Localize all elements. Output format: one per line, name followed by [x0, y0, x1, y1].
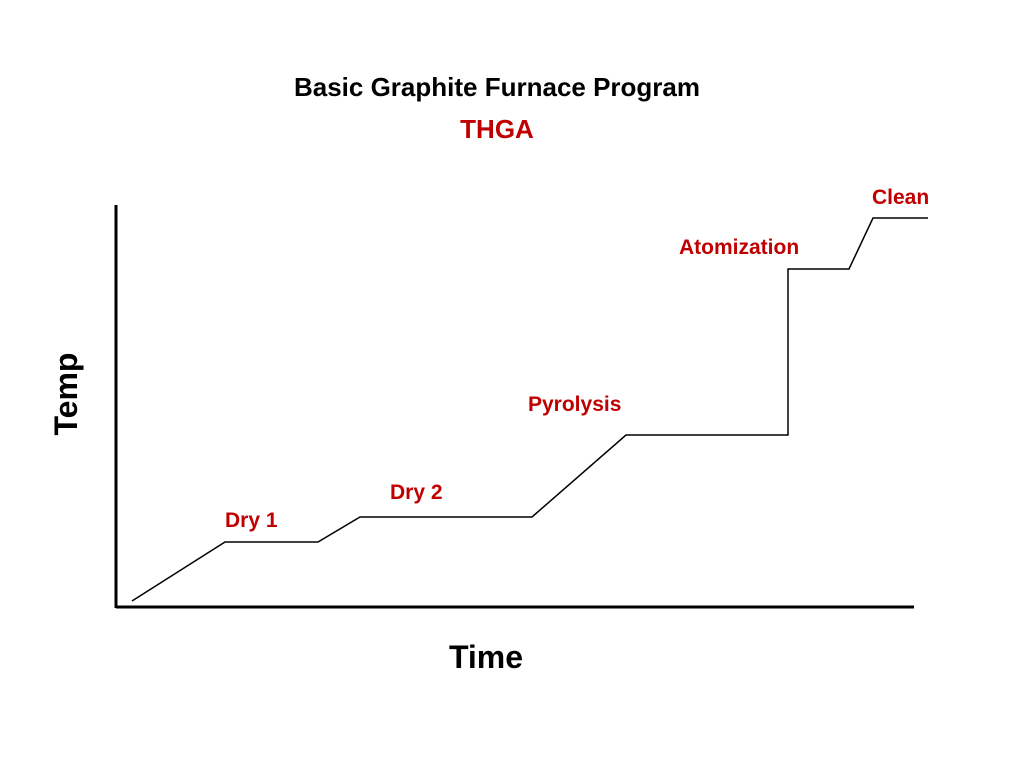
step-label-dry-2: Dry 2 [390, 481, 443, 504]
x-axis-label: Time [449, 639, 523, 675]
y-axis-label: Temp [48, 353, 84, 436]
step-label-atomization: Atomization [679, 236, 799, 259]
step-label-pyrolysis: Pyrolysis [528, 393, 621, 416]
diagram-subtitle: THGA [460, 114, 534, 144]
step-label-dry-1: Dry 1 [225, 509, 278, 532]
diagram-title: Basic Graphite Furnace Program [293, 72, 701, 102]
step-label-clean: Clean [872, 186, 929, 209]
temperature-profile-line [131, 217, 928, 602]
